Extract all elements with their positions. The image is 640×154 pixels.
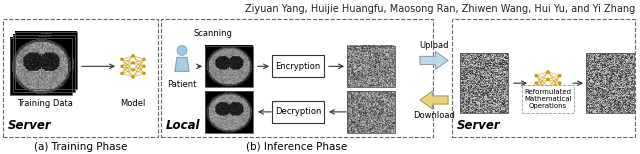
Circle shape [120,65,124,68]
Bar [205,91,253,133]
Circle shape [558,81,561,85]
Polygon shape [420,91,448,109]
Text: Decryption: Decryption [275,107,321,116]
Bar [460,53,508,113]
Circle shape [534,81,538,85]
Text: Server: Server [8,119,52,132]
Circle shape [534,74,538,77]
Bar [3,19,158,137]
Bar [10,38,72,95]
Text: Ziyuan Yang, Huijie Huangfu, Maosong Ran, Zhiwen Wang, Hui Yu, and Yi Zhang: Ziyuan Yang, Huijie Huangfu, Maosong Ran… [244,4,635,14]
Polygon shape [175,57,189,71]
Circle shape [546,70,550,74]
Bar [347,46,395,87]
Text: Encryption: Encryption [275,62,321,71]
Circle shape [131,54,134,57]
Circle shape [131,75,134,79]
Text: Patient: Patient [167,80,196,89]
Polygon shape [420,51,448,69]
Circle shape [546,85,550,89]
Text: (a) Training Phase: (a) Training Phase [34,142,127,152]
Text: Training Data: Training Data [17,99,73,108]
Bar [347,91,395,133]
Bar [205,46,253,87]
Bar [452,19,635,137]
Text: Model: Model [120,99,146,108]
Text: Server: Server [457,119,500,132]
Circle shape [558,89,561,92]
Bar [161,19,433,137]
Circle shape [142,65,146,68]
Circle shape [546,93,550,96]
Text: Download: Download [413,111,455,120]
Circle shape [142,58,146,61]
Text: (b) Inference Phase: (b) Inference Phase [246,142,348,152]
Text: Local: Local [166,119,200,132]
Bar [586,53,634,113]
Circle shape [558,74,561,77]
Text: Reformulated
Mathematical
Operations: Reformulated Mathematical Operations [524,89,572,109]
Bar [522,85,574,113]
Circle shape [534,89,538,92]
Circle shape [177,46,187,55]
Circle shape [131,68,134,72]
Bar [13,35,75,92]
Circle shape [546,78,550,81]
Bar [272,101,324,123]
Text: Scanning: Scanning [193,29,232,38]
Text: Upload: Upload [419,41,449,49]
Circle shape [131,61,134,65]
Bar [272,55,324,77]
Circle shape [120,72,124,75]
Circle shape [142,72,146,75]
Bar [15,32,77,89]
Circle shape [120,58,124,61]
